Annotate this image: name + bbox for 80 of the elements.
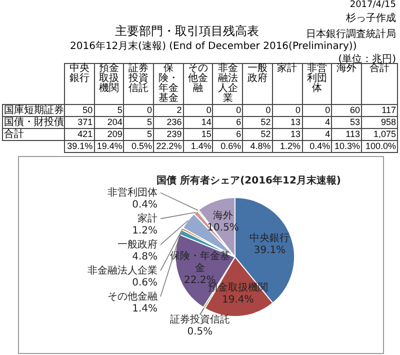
text: 19.4%	[96, 141, 122, 151]
text: 50	[82, 105, 93, 115]
text: 1.4%	[190, 141, 212, 151]
slice-label: 海外	[213, 210, 234, 222]
text: 杉っ子作成	[346, 12, 396, 25]
text: 主要部門・取引項目残高表	[115, 23, 259, 40]
data-label: 39.1%	[254, 245, 286, 256]
data-label: 0.4%	[132, 199, 158, 210]
text: 5	[147, 129, 152, 139]
text: 0	[266, 105, 271, 115]
slice-label: 証券投資信託	[170, 313, 230, 326]
category-label: 家計	[272, 63, 302, 104]
text: 117	[382, 105, 396, 115]
text: 52	[260, 117, 271, 127]
slice-label: 非金融法人企業	[88, 264, 158, 276]
text: 204	[107, 117, 122, 127]
text: 52	[260, 129, 271, 139]
text: 14	[201, 117, 212, 127]
text: 113	[346, 129, 360, 139]
text: 371	[78, 117, 93, 127]
text: 958	[380, 117, 396, 127]
category-label: 非営利団体	[302, 63, 332, 104]
category-label: 非金融法人企業	[212, 63, 243, 104]
text: 2017/4/15	[350, 0, 396, 10]
text: 0	[236, 105, 242, 115]
text: 0	[206, 105, 212, 115]
text: 2	[176, 105, 182, 115]
text: 4.8%	[250, 141, 271, 151]
text: 6	[236, 117, 242, 127]
category-label: 証券投資信託	[124, 63, 154, 104]
data-label: 0.5%	[187, 326, 213, 338]
text: 13	[290, 129, 300, 139]
text: 6	[236, 129, 242, 139]
text: 0	[325, 105, 330, 115]
text: 22.2%	[156, 141, 182, 151]
text: 15	[201, 129, 212, 139]
slice-label: 一般政府	[118, 238, 158, 250]
data-label: 1.2%	[132, 225, 158, 236]
text: 5	[147, 117, 152, 127]
category-label: 一般政府	[242, 63, 272, 104]
text: 60	[350, 105, 360, 115]
text: 100.0%	[365, 141, 396, 151]
text: 日本銀行調査統計局	[306, 28, 396, 41]
text: 1.2%	[280, 141, 300, 151]
data-label: 4.8%	[132, 251, 158, 262]
text: 0.5%	[132, 141, 152, 151]
text: 13	[290, 117, 300, 127]
slice-label: 非営利団体	[108, 186, 158, 198]
text: 0	[295, 105, 300, 115]
text: 53	[350, 117, 360, 127]
slice-label: その他金融	[108, 290, 158, 302]
text: 1,075	[373, 129, 396, 139]
data-label: 19.4%	[222, 294, 254, 306]
category-label: 合計	[4, 129, 24, 140]
slice-label: 家計	[138, 212, 158, 224]
category-label: その他金融	[183, 63, 213, 104]
text: 421	[78, 129, 93, 139]
category-label: 国債・財投債	[4, 117, 64, 128]
text: 2016年12月末(速報) (End of December 2016(Preliminary))	[70, 40, 357, 53]
text: 10.3%	[334, 141, 360, 151]
text: 0.4%	[310, 141, 330, 151]
data-label: 1.4%	[132, 303, 158, 314]
data-label: 0.6%	[132, 277, 158, 288]
text: 239	[166, 129, 182, 139]
text: 5	[117, 105, 122, 115]
slice-label: 中央銀行	[250, 232, 290, 244]
text: 4	[325, 117, 330, 127]
text: 0.6%	[220, 141, 242, 151]
text: 209	[107, 129, 122, 139]
text: 0	[147, 105, 152, 115]
category-label: 中央銀行	[64, 63, 94, 104]
category-label: 保険・年金基金	[154, 63, 184, 104]
category-label: 国庫短期証券	[4, 105, 64, 116]
text: 4	[325, 129, 330, 139]
text: 39.1%	[67, 141, 93, 151]
category-label: 合計	[362, 63, 398, 104]
text: 236	[166, 117, 182, 127]
category-label: 預金取扱機関	[94, 63, 124, 104]
chart-title: 国債 所有者シェア(2016年12月末速報)	[156, 174, 341, 187]
category-label: 海外	[332, 63, 362, 104]
